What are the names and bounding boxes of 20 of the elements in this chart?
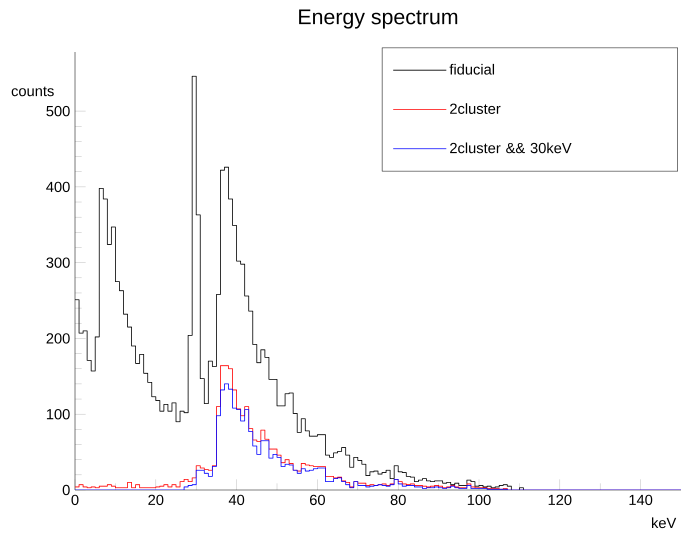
y-tick-label: 100 [46,409,70,420]
legend-label: 2cluster && 30keV [450,142,572,154]
y-axis-title: counts [12,86,54,96]
y-tick-label: 200 [46,333,70,344]
x-tick-label: 80 [390,494,406,506]
x-tick-label: 120 [548,494,572,506]
x-tick-label: 60 [310,494,325,506]
legend-label: 2cluster [450,103,500,114]
y-tick-label: 500 [46,106,70,116]
y-tick-label: 400 [46,182,70,192]
x-tick-label: 140 [629,494,652,506]
legend-label: fiducial [450,64,494,75]
x-tick-label: 40 [228,494,244,506]
chart-title: Energy spectrum [299,10,458,29]
x-tick-label: 20 [148,494,164,506]
y-tick-label: 300 [46,257,70,268]
x-tick-label: 0 [71,494,78,506]
y-tick-label: 0 [62,484,70,496]
x-axis-title: keV [652,517,676,528]
x-tick-label: 100 [468,494,491,506]
